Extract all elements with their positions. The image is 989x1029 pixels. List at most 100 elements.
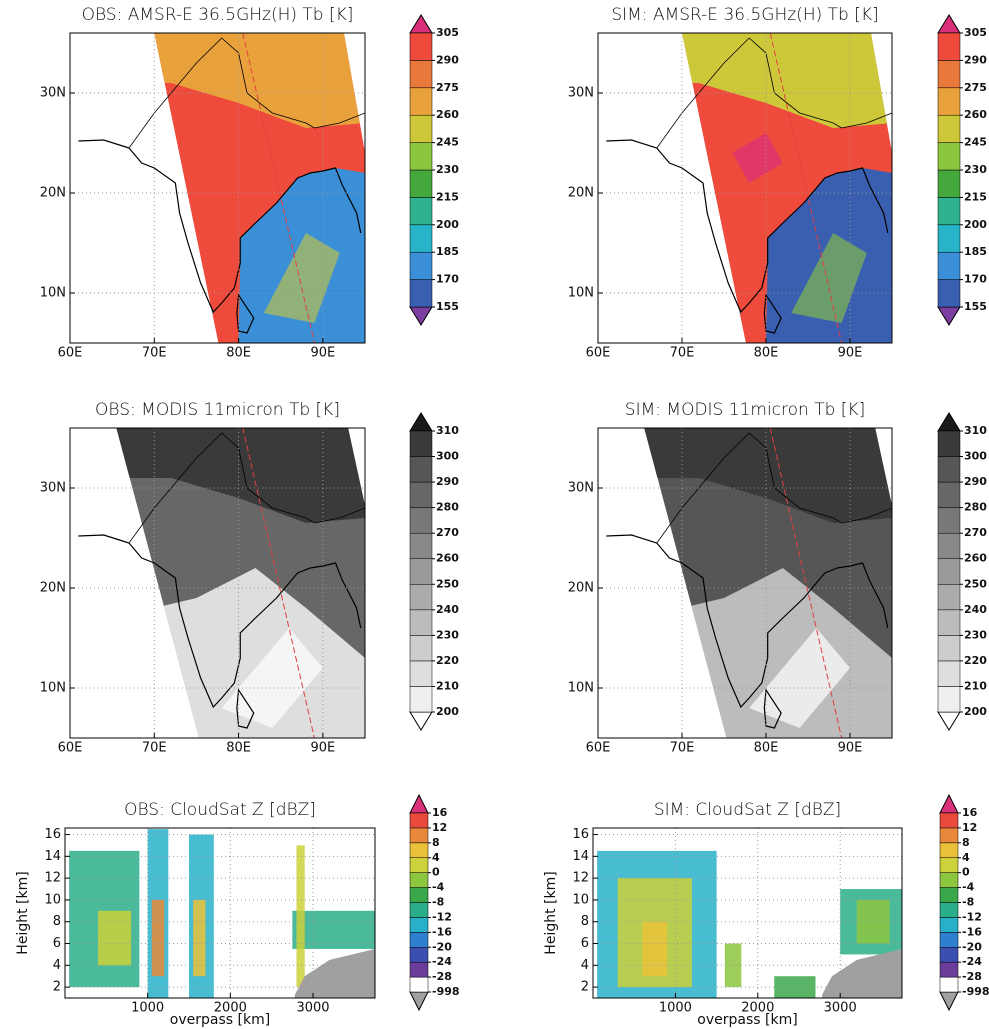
colorbar-label: -998: [962, 985, 989, 998]
x-tick-label: 70E: [142, 741, 167, 756]
colorbar-label: 290: [436, 475, 459, 488]
colorbar-box: [409, 932, 429, 948]
colorbar-label: 260: [964, 552, 987, 565]
colorbar-box: [939, 902, 959, 918]
colorbar-label: 12: [962, 821, 977, 834]
colorbar-box: [409, 842, 429, 858]
panel-title: SIM: AMSR-E 36.5GHz(H) Tb [K]: [611, 5, 878, 25]
north-field: [682, 33, 892, 128]
y-tick-label: 10N: [40, 681, 66, 696]
colorbar-box: [937, 430, 961, 457]
y-tick-label: 20N: [40, 186, 66, 201]
colorbar-box: [937, 32, 961, 61]
y-tick-label: 10N: [40, 286, 66, 301]
x-tick-label: 3000: [824, 1001, 857, 1016]
colorbar-box: [409, 686, 433, 713]
coastline: [78, 534, 362, 709]
colorbar-box: [409, 481, 433, 508]
y-tick-label: 6: [581, 936, 589, 951]
colorbar-label: 260: [436, 552, 459, 565]
colorbar-box: [409, 430, 433, 457]
colorbar-label: 245: [964, 136, 987, 149]
y-tick-label: 2: [581, 980, 589, 995]
colorbar-box: [939, 827, 959, 844]
y-tick-label: 20N: [568, 186, 594, 201]
x-tick-label: 3000: [296, 1001, 329, 1016]
colorbar-box: [939, 947, 959, 963]
y-tick-label: 30N: [40, 86, 66, 101]
colorbar-box: [409, 584, 433, 611]
colorbar-box: [409, 456, 433, 483]
colorbar-label: 8: [962, 836, 970, 849]
colorbar-box: [937, 660, 961, 687]
colorbar-label: 155: [964, 300, 987, 313]
plot-area: [606, 428, 892, 738]
plot-area: [78, 428, 365, 738]
y-tick-label: 6: [53, 936, 61, 951]
x-tick-label: 90E: [310, 741, 335, 756]
colorbar-box: [937, 224, 961, 253]
colorbar-extend: [409, 711, 433, 731]
panel-title: OBS: CloudSat Z [dBZ]: [124, 800, 316, 820]
plot-frame: [64, 827, 376, 999]
colorbar-label: -20: [432, 940, 452, 953]
colorbar-label: 250: [436, 577, 459, 590]
colorbar-label: 305: [964, 26, 987, 39]
colorbar-box: [409, 87, 433, 116]
echo: [774, 976, 816, 998]
colorbar-box: [939, 842, 959, 858]
colorbar-box: [937, 686, 961, 713]
colorbar-label: 290: [964, 475, 987, 488]
colorbar-box: [939, 932, 959, 948]
colorbar-label: 210: [436, 679, 459, 692]
colorbar-extend: [409, 793, 429, 814]
colorbar-extend: [409, 412, 433, 432]
colorbar-label: 290: [436, 53, 459, 66]
y-tick-label: 20N: [568, 581, 594, 596]
colorbar-label: 260: [964, 108, 987, 121]
colorbar-box: [939, 812, 959, 829]
colorbar-label: 250: [964, 577, 987, 590]
colorbar-box: [937, 87, 961, 116]
colorbar-label: 230: [964, 628, 987, 641]
colorbar-extend: [937, 306, 961, 326]
echo: [193, 899, 206, 977]
plot-frame: [597, 427, 893, 739]
x-tick-label: 90E: [838, 346, 863, 361]
colorbar-box: [409, 976, 429, 993]
colorbar-label: 200: [964, 218, 987, 231]
y-tick-label: 30N: [40, 481, 66, 496]
colorbar-label: 210: [964, 679, 987, 692]
plot-frame: [592, 827, 903, 999]
colorbar-box: [937, 456, 961, 483]
plot-area: [597, 850, 902, 998]
swath: [644, 428, 892, 738]
colorbar-box: [939, 857, 959, 873]
colorbar-label: 185: [436, 245, 459, 258]
colorbar-box: [937, 169, 961, 198]
colorbar-extend: [937, 412, 961, 432]
colorbar-label: -20: [962, 940, 982, 953]
colorbar-label: 260: [436, 108, 459, 121]
colorbar-label: 200: [964, 705, 987, 718]
coastline: [606, 139, 889, 314]
colorbar-label: -24: [432, 955, 452, 968]
colorbar-box: [409, 224, 433, 253]
colorbar-box: [409, 32, 433, 61]
colorbar-box: [937, 251, 961, 280]
x-tick-label: 60E: [58, 346, 83, 361]
colorbar-box: [937, 197, 961, 226]
colorbar-label: 16: [962, 806, 978, 819]
colorbar-box: [937, 635, 961, 662]
terrain: [822, 948, 902, 998]
y-tick-label: 14: [44, 849, 61, 864]
colorbar-label: 185: [964, 245, 987, 258]
x-tick-label: 80E: [226, 741, 251, 756]
colorbar-box: [409, 197, 433, 226]
colorbar-box: [409, 558, 433, 585]
y-tick-label: 16: [572, 827, 589, 842]
terrain: [294, 948, 375, 998]
echo: [151, 899, 165, 977]
colorbar-extend: [409, 991, 429, 1012]
colorbar-extend: [937, 14, 961, 34]
